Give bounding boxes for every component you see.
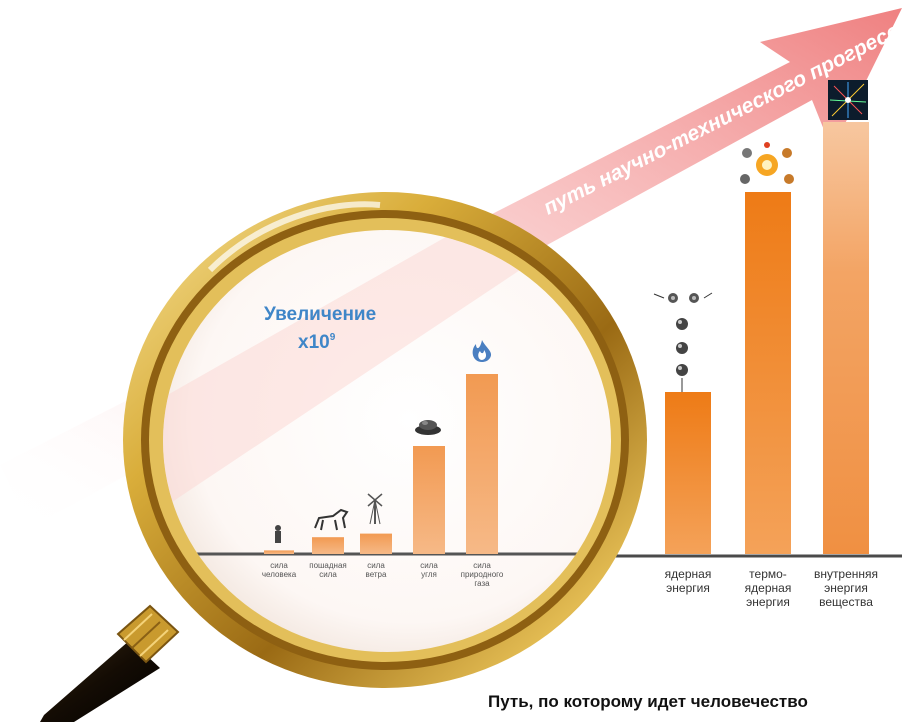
bar-label-1-line-0: пошадная bbox=[309, 561, 347, 570]
bar-label-0-line-1: человека bbox=[262, 570, 297, 579]
magnification-factor: x109 bbox=[298, 332, 336, 353]
magnification-exponent: 9 bbox=[330, 332, 336, 343]
bar-label-0-line-0: сила bbox=[270, 561, 288, 570]
gas-flame-icon bbox=[472, 340, 492, 362]
fusion-icon bbox=[740, 142, 794, 184]
inside-bars bbox=[264, 374, 498, 554]
bar-label-3-line-0: сила bbox=[420, 561, 438, 570]
bar-label-4-line-1: природного bbox=[461, 570, 504, 579]
coal-icon bbox=[415, 420, 441, 435]
bar-label-outside-1-line-2: энергия bbox=[746, 595, 790, 609]
bar-label-outside-2-line-1: энергия bbox=[824, 581, 868, 595]
particle-collision-icon bbox=[828, 80, 868, 120]
bar-label-2-line-0: сила bbox=[367, 561, 385, 570]
bar-label-outside-0-line-1: энергия bbox=[666, 581, 710, 595]
magnifier-handle bbox=[40, 604, 180, 722]
bar-windmill bbox=[360, 533, 392, 554]
bar-coal bbox=[413, 446, 445, 554]
bar-label-outside-2-line-2: вещества bbox=[819, 595, 873, 609]
nuclear-fission-icon bbox=[653, 292, 713, 392]
bar-label-4-line-2: газа bbox=[474, 579, 490, 588]
bar-particle-collision bbox=[823, 122, 869, 554]
bar-label-1-line-1: сила bbox=[319, 570, 337, 579]
bar-label-outside-0-line-0: ядерная bbox=[665, 567, 712, 581]
outside-labels: ядернаяэнергиятермо-ядернаяэнергиявнутре… bbox=[665, 567, 878, 609]
bar-horse bbox=[312, 537, 344, 554]
bar-person bbox=[264, 550, 294, 554]
bar-label-3-line-1: угля bbox=[421, 570, 437, 579]
bar-nuclear-fission bbox=[665, 392, 711, 554]
bar-label-outside-2-line-0: внутренняя bbox=[814, 567, 878, 581]
horse-icon bbox=[314, 508, 349, 531]
lens-glare bbox=[207, 201, 381, 273]
bar-label-2-line-1: ветра bbox=[366, 570, 387, 579]
bar-gas-flame bbox=[466, 374, 498, 554]
outside-bars bbox=[665, 122, 869, 554]
person-icon bbox=[275, 525, 281, 543]
bar-fusion bbox=[745, 192, 791, 554]
inside-labels: силачеловекапошаднаясиласилаветрасилаугл… bbox=[262, 561, 504, 588]
bar-label-outside-1-line-0: термо- bbox=[749, 567, 787, 581]
bottom-caption: Путь, по которому идет человечество bbox=[488, 692, 808, 711]
bar-label-outside-1-line-1: ядерная bbox=[745, 581, 792, 595]
magnification-title: Увеличение bbox=[264, 304, 376, 325]
windmill-icon bbox=[367, 493, 383, 525]
bar-label-4-line-0: сила bbox=[473, 561, 491, 570]
